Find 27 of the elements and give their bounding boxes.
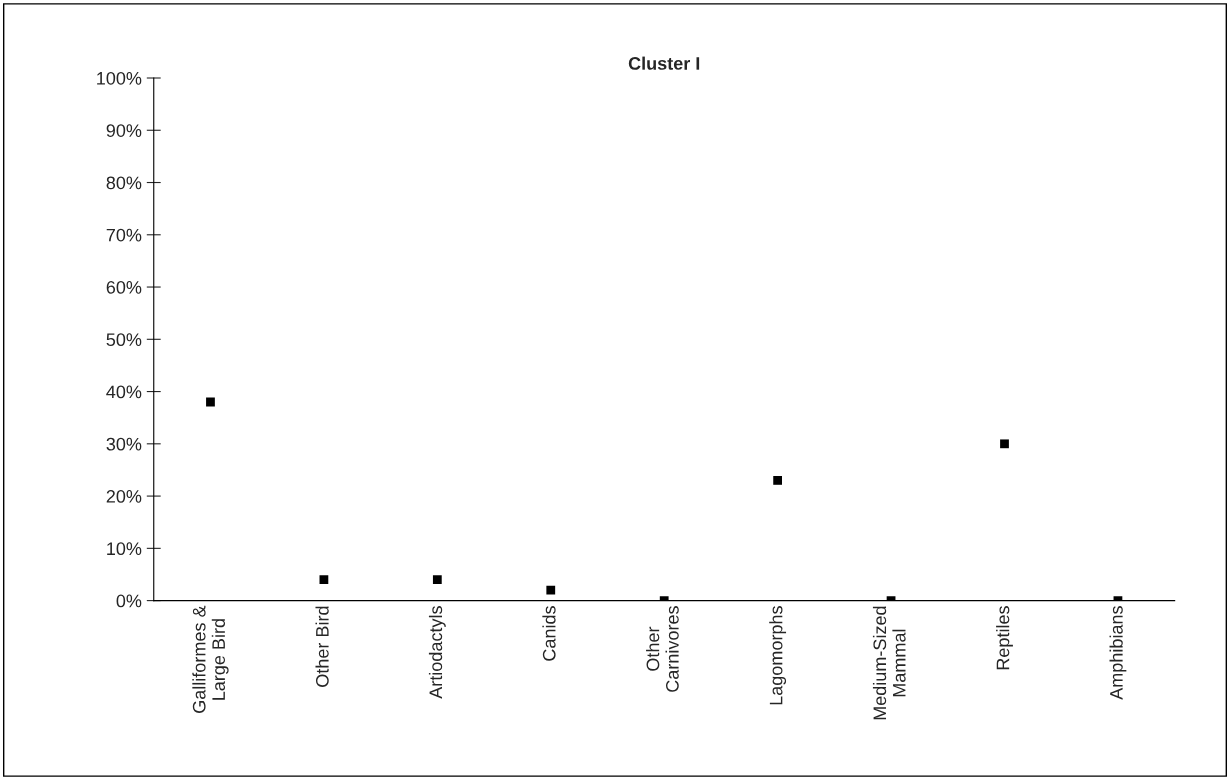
y-tick-label: 40% bbox=[106, 385, 142, 399]
point bbox=[432, 575, 442, 585]
x-tick-label: Lagomorphs bbox=[769, 606, 787, 705]
y-tick-label: 100% bbox=[97, 71, 142, 85]
point bbox=[1000, 439, 1009, 449]
x-tick-label: Other Carnivores bbox=[646, 606, 679, 692]
y-tick-label: 90% bbox=[106, 124, 142, 137]
x-tick-label: Other Bird bbox=[315, 606, 329, 687]
y-tick-label: 80% bbox=[106, 176, 142, 190]
x-tick-label: Galliformes & Large Bird bbox=[192, 605, 229, 713]
y-tick-label: 30% bbox=[106, 437, 142, 451]
y-tick-label: 50% bbox=[106, 333, 142, 347]
point bbox=[206, 397, 215, 407]
x-tick-label: Medium-Sized Mammal bbox=[872, 606, 906, 720]
y-tick-label: 70% bbox=[106, 228, 142, 242]
point bbox=[546, 585, 556, 595]
y-tick-label: 0% bbox=[116, 594, 142, 608]
y-tick-label: 60% bbox=[106, 280, 142, 294]
x-tick-label: Reptiles bbox=[996, 606, 1013, 670]
y-tick-label: 10% bbox=[107, 542, 142, 556]
chart-title: Cluster I bbox=[628, 56, 700, 70]
x-tick-label: Canids bbox=[542, 606, 556, 661]
y-tick-label: 20% bbox=[106, 490, 142, 503]
point bbox=[319, 575, 329, 585]
x-tick-label: Amphibians bbox=[1109, 606, 1127, 700]
x-tick-label: Artiodactyls bbox=[428, 606, 446, 699]
point bbox=[773, 476, 783, 485]
